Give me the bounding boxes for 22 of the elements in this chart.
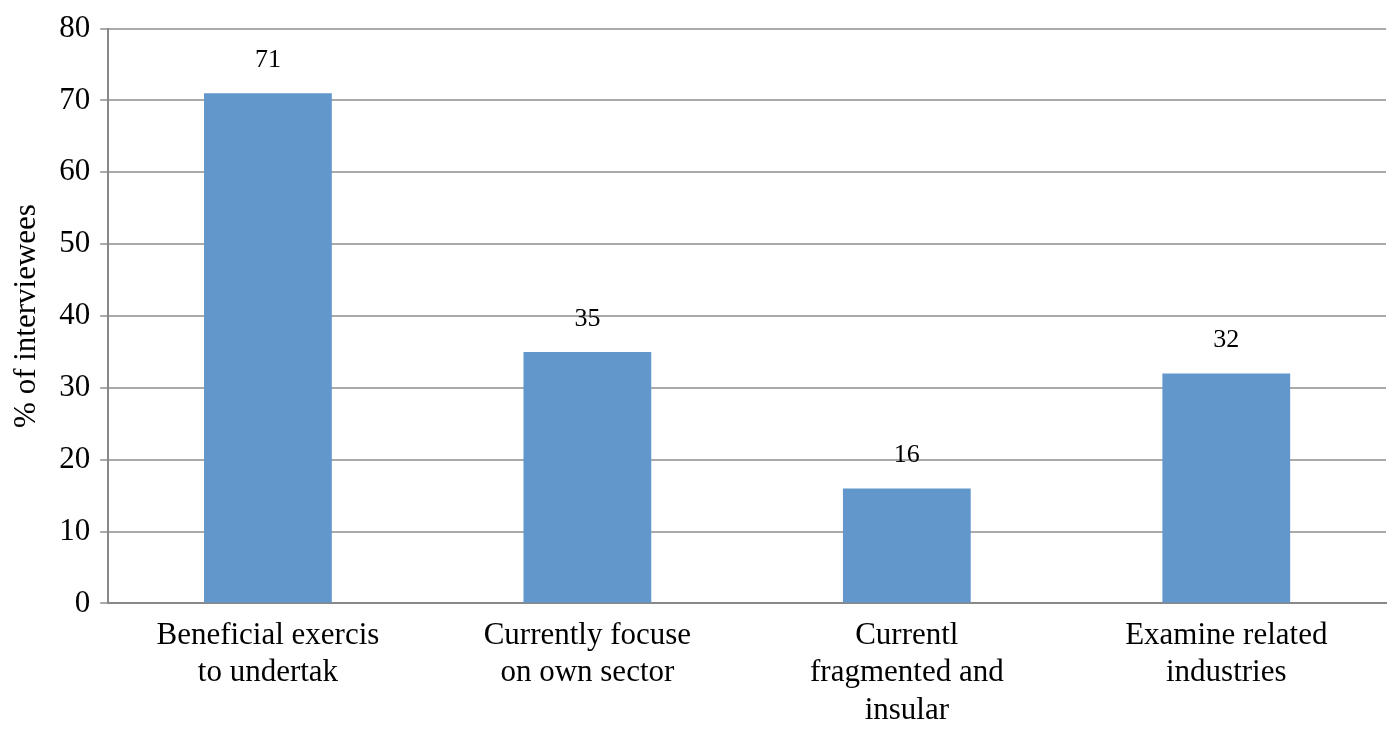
y-tick-label: 80 xyxy=(59,8,91,44)
y-tick-label: 0 xyxy=(74,583,91,619)
y-tick-label: 20 xyxy=(59,439,91,475)
bar xyxy=(1162,373,1291,603)
data-label: 16 xyxy=(893,439,920,469)
data-label: 71 xyxy=(254,44,281,74)
bar xyxy=(204,93,332,603)
x-tick-label: Currently focuse on own sector xyxy=(483,616,692,689)
y-tick-label: 30 xyxy=(59,367,91,403)
y-tick-label: 40 xyxy=(59,296,91,332)
data-label: 35 xyxy=(574,302,601,332)
y-axis-title: % of interviewees xyxy=(6,204,42,428)
x-tick-label: Examine related industries xyxy=(1125,616,1328,689)
y-tick-label: 70 xyxy=(59,80,91,116)
x-tick-label: Beneficial exercis to undertak xyxy=(156,616,380,689)
data-label: 32 xyxy=(1213,324,1240,354)
bar xyxy=(523,351,652,603)
y-tick-label: 60 xyxy=(59,152,91,188)
x-tick-label: Currentl fragmented and insular xyxy=(809,616,1005,726)
y-tick-label: 50 xyxy=(59,224,91,260)
bar xyxy=(842,488,971,603)
y-tick-label: 10 xyxy=(59,511,91,547)
